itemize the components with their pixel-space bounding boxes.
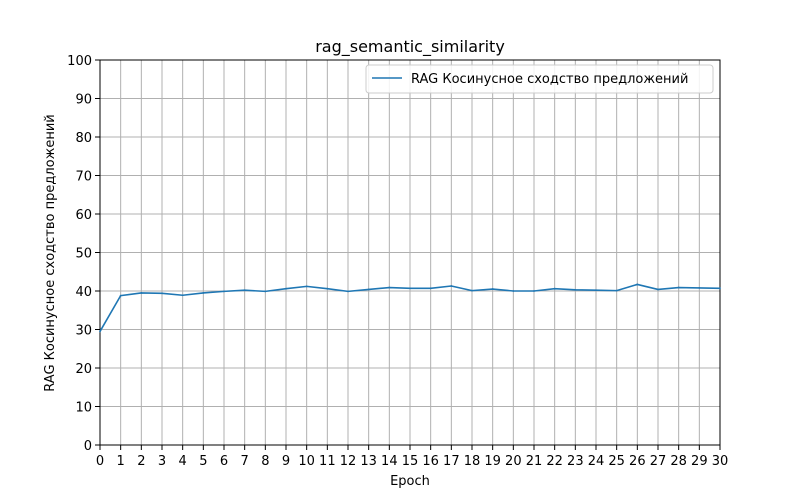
data-point	[202, 292, 205, 294]
x-tick-label: 5	[199, 454, 207, 469]
x-tick-label: 12	[340, 454, 357, 469]
data-point	[553, 287, 556, 290]
x-tick-label: 17	[443, 454, 460, 469]
x-tick-label: 6	[220, 454, 228, 469]
data-point	[181, 294, 184, 297]
x-tick-label: 29	[691, 454, 708, 469]
x-axis-label: Epoch	[390, 474, 430, 489]
x-tick-label: 10	[298, 454, 315, 469]
x-tick-label: 15	[402, 454, 419, 469]
legend-label: RAG Косинусное сходство предложений	[411, 72, 688, 87]
y-tick-label: 70	[75, 170, 92, 185]
data-point	[698, 287, 701, 289]
data-point	[719, 287, 721, 290]
x-tick-label: 4	[179, 454, 187, 469]
data-point	[243, 289, 246, 292]
y-tick-label: 90	[75, 93, 92, 108]
data-point	[636, 283, 639, 286]
x-tick-label: 16	[422, 454, 439, 469]
data-point	[140, 292, 143, 294]
data-point	[119, 294, 122, 297]
y-tick-label: 50	[75, 247, 92, 262]
data-point	[99, 330, 101, 333]
data-point	[615, 289, 618, 292]
x-tick-label: 0	[96, 454, 104, 469]
x-tick-label: 21	[526, 454, 543, 469]
data-point	[429, 287, 432, 290]
x-tick-label: 14	[381, 454, 398, 469]
y-tick-label: 40	[75, 285, 92, 300]
x-tick-label: 28	[670, 454, 687, 469]
data-point	[223, 290, 225, 293]
data-point	[533, 290, 535, 292]
y-tick-label: 0	[84, 439, 92, 454]
data-point	[305, 285, 308, 288]
x-tick-label: 2	[137, 454, 145, 469]
x-tick-label: 8	[261, 454, 269, 469]
data-point	[161, 292, 163, 295]
y-tick-label: 80	[75, 131, 92, 146]
data-point	[285, 287, 287, 290]
x-tick-label: 20	[505, 454, 522, 469]
y-axis-label: RAG Косинусное сходство предложений	[43, 114, 58, 391]
x-tick-label: 26	[629, 454, 646, 469]
data-point	[677, 286, 680, 289]
x-tick-label: 25	[608, 454, 625, 469]
x-tick-label: 24	[588, 454, 605, 469]
x-tick-label: 3	[158, 454, 166, 469]
y-tick-label: 100	[67, 54, 92, 69]
x-tick-label: 9	[282, 454, 290, 469]
x-tick-label: 11	[319, 454, 336, 469]
chart-title: rag_semantic_similarity	[315, 37, 505, 57]
data-point	[512, 290, 515, 292]
data-point	[595, 289, 597, 292]
legend: RAG Косинусное сходство предложений	[365, 64, 714, 94]
x-tick-label: 22	[546, 454, 563, 469]
data-point	[657, 288, 659, 291]
data-point	[264, 290, 267, 293]
data-point	[326, 287, 329, 290]
data-point	[347, 290, 349, 293]
data-point	[491, 288, 494, 290]
x-axis-ticks: 0 1 2 3 4 5 6 7 8 9 10 11 12 13 14 15 16 17 18 19 20 21 22 23 24…	[96, 445, 728, 469]
data-point	[471, 289, 473, 292]
data-point	[388, 286, 391, 289]
x-tick-label: 23	[567, 454, 584, 469]
x-tick-label: 7	[241, 454, 249, 469]
y-tick-label: 20	[75, 362, 92, 377]
x-tick-label: 18	[464, 454, 481, 469]
x-tick-label: 19	[484, 454, 501, 469]
y-tick-label: 10	[75, 401, 92, 416]
x-tick-label: 27	[650, 454, 667, 469]
data-point	[367, 288, 370, 291]
data-point	[574, 288, 577, 291]
y-axis-ticks: 0 10 20 30 40 50 60 70 80 90 100	[67, 54, 100, 454]
data-point	[409, 287, 411, 290]
x-tick-label: 13	[360, 454, 377, 469]
y-tick-label: 30	[75, 324, 92, 339]
x-tick-label: 1	[117, 454, 125, 469]
series-layer	[99, 283, 721, 333]
legend-box	[365, 64, 714, 94]
data-point	[450, 285, 453, 287]
x-tick-label: 30	[712, 454, 729, 469]
y-tick-label: 60	[75, 208, 92, 223]
